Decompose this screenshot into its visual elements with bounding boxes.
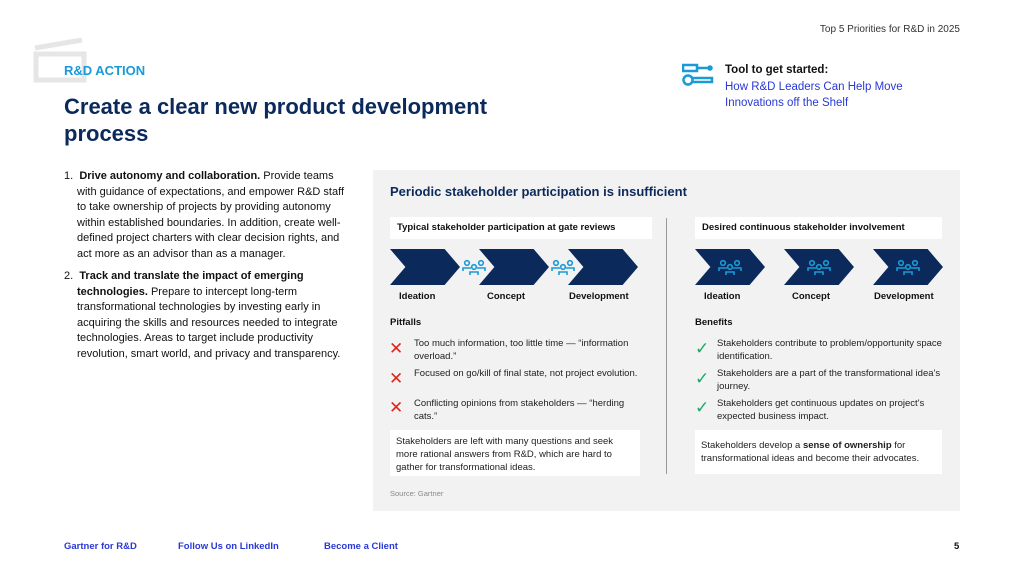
pitfall-item: Conflicting opinions from stakeholders —… — [414, 398, 625, 422]
stakeholders-icon — [807, 259, 831, 275]
stage-label: Concept — [487, 291, 525, 302]
footer-link-client[interactable]: Become a Client — [324, 541, 398, 552]
footer-link-linkedin[interactable]: Follow Us on LinkedIn — [178, 541, 279, 552]
panel-title: Periodic stakeholder participation is in… — [390, 184, 687, 199]
divider — [666, 218, 667, 474]
clapperboard-icon — [33, 37, 87, 83]
stakeholders-icon — [896, 259, 920, 275]
stage-label: Development — [874, 291, 934, 302]
list-item: 1. Drive autonomy and collaboration. Pro… — [64, 170, 345, 260]
stakeholders-icon — [718, 259, 742, 275]
pitfall-item: Too much information, too little time — … — [414, 338, 629, 362]
tool-link[interactable]: How R&D Leaders Can Help Move Innovation… — [725, 81, 903, 109]
footer-link-gartner[interactable]: Gartner for R&D — [64, 541, 137, 552]
cross-icon: ✕ — [389, 369, 404, 388]
stakeholders-icon — [551, 259, 575, 280]
stage-label: Development — [569, 291, 629, 302]
key-icon — [682, 63, 714, 86]
right-subtitle: Desired continuous stakeholder involveme… — [695, 217, 942, 239]
stage-label: Concept — [792, 291, 830, 302]
cross-icon: ✕ — [389, 339, 404, 358]
section-kicker: R&D ACTION — [64, 63, 146, 78]
check-icon: ✓ — [695, 339, 710, 358]
stage-label: Ideation — [704, 291, 741, 302]
priority-list: 1. Drive autonomy and collaboration. Pro… — [64, 169, 349, 369]
benefit-item: Stakeholders contribute to problem/oppor… — [717, 338, 942, 362]
stakeholders-icon — [462, 259, 486, 280]
check-icon: ✓ — [695, 398, 710, 417]
tool-label: Tool to get started: — [725, 64, 829, 76]
pitfalls-summary: Stakeholders are left with many question… — [390, 430, 640, 476]
benefits-heading: Benefits — [695, 317, 733, 328]
list-item: 2. Track and translate the impact of eme… — [64, 270, 341, 360]
benefits-summary: Stakeholders develop a sense of ownershi… — [695, 430, 942, 474]
page-title: Create a clear new product development p… — [64, 94, 488, 146]
stage-label: Ideation — [399, 291, 436, 302]
page-number: 5 — [954, 541, 960, 552]
left-subtitle: Typical stakeholder participation at gat… — [390, 217, 652, 239]
check-icon: ✓ — [695, 369, 710, 388]
benefit-item: Stakeholders are a part of the transform… — [717, 368, 941, 392]
pitfall-item: Focused on go/kill of final state, not p… — [414, 368, 638, 379]
benefit-item: Stakeholders get continuous updates on p… — [717, 398, 925, 422]
document-title: Top 5 Priorities for R&D in 2025 — [819, 24, 960, 35]
cross-icon: ✕ — [389, 398, 404, 417]
source-note: Source: Gartner — [390, 489, 444, 498]
pitfalls-heading: Pitfalls — [390, 317, 422, 328]
